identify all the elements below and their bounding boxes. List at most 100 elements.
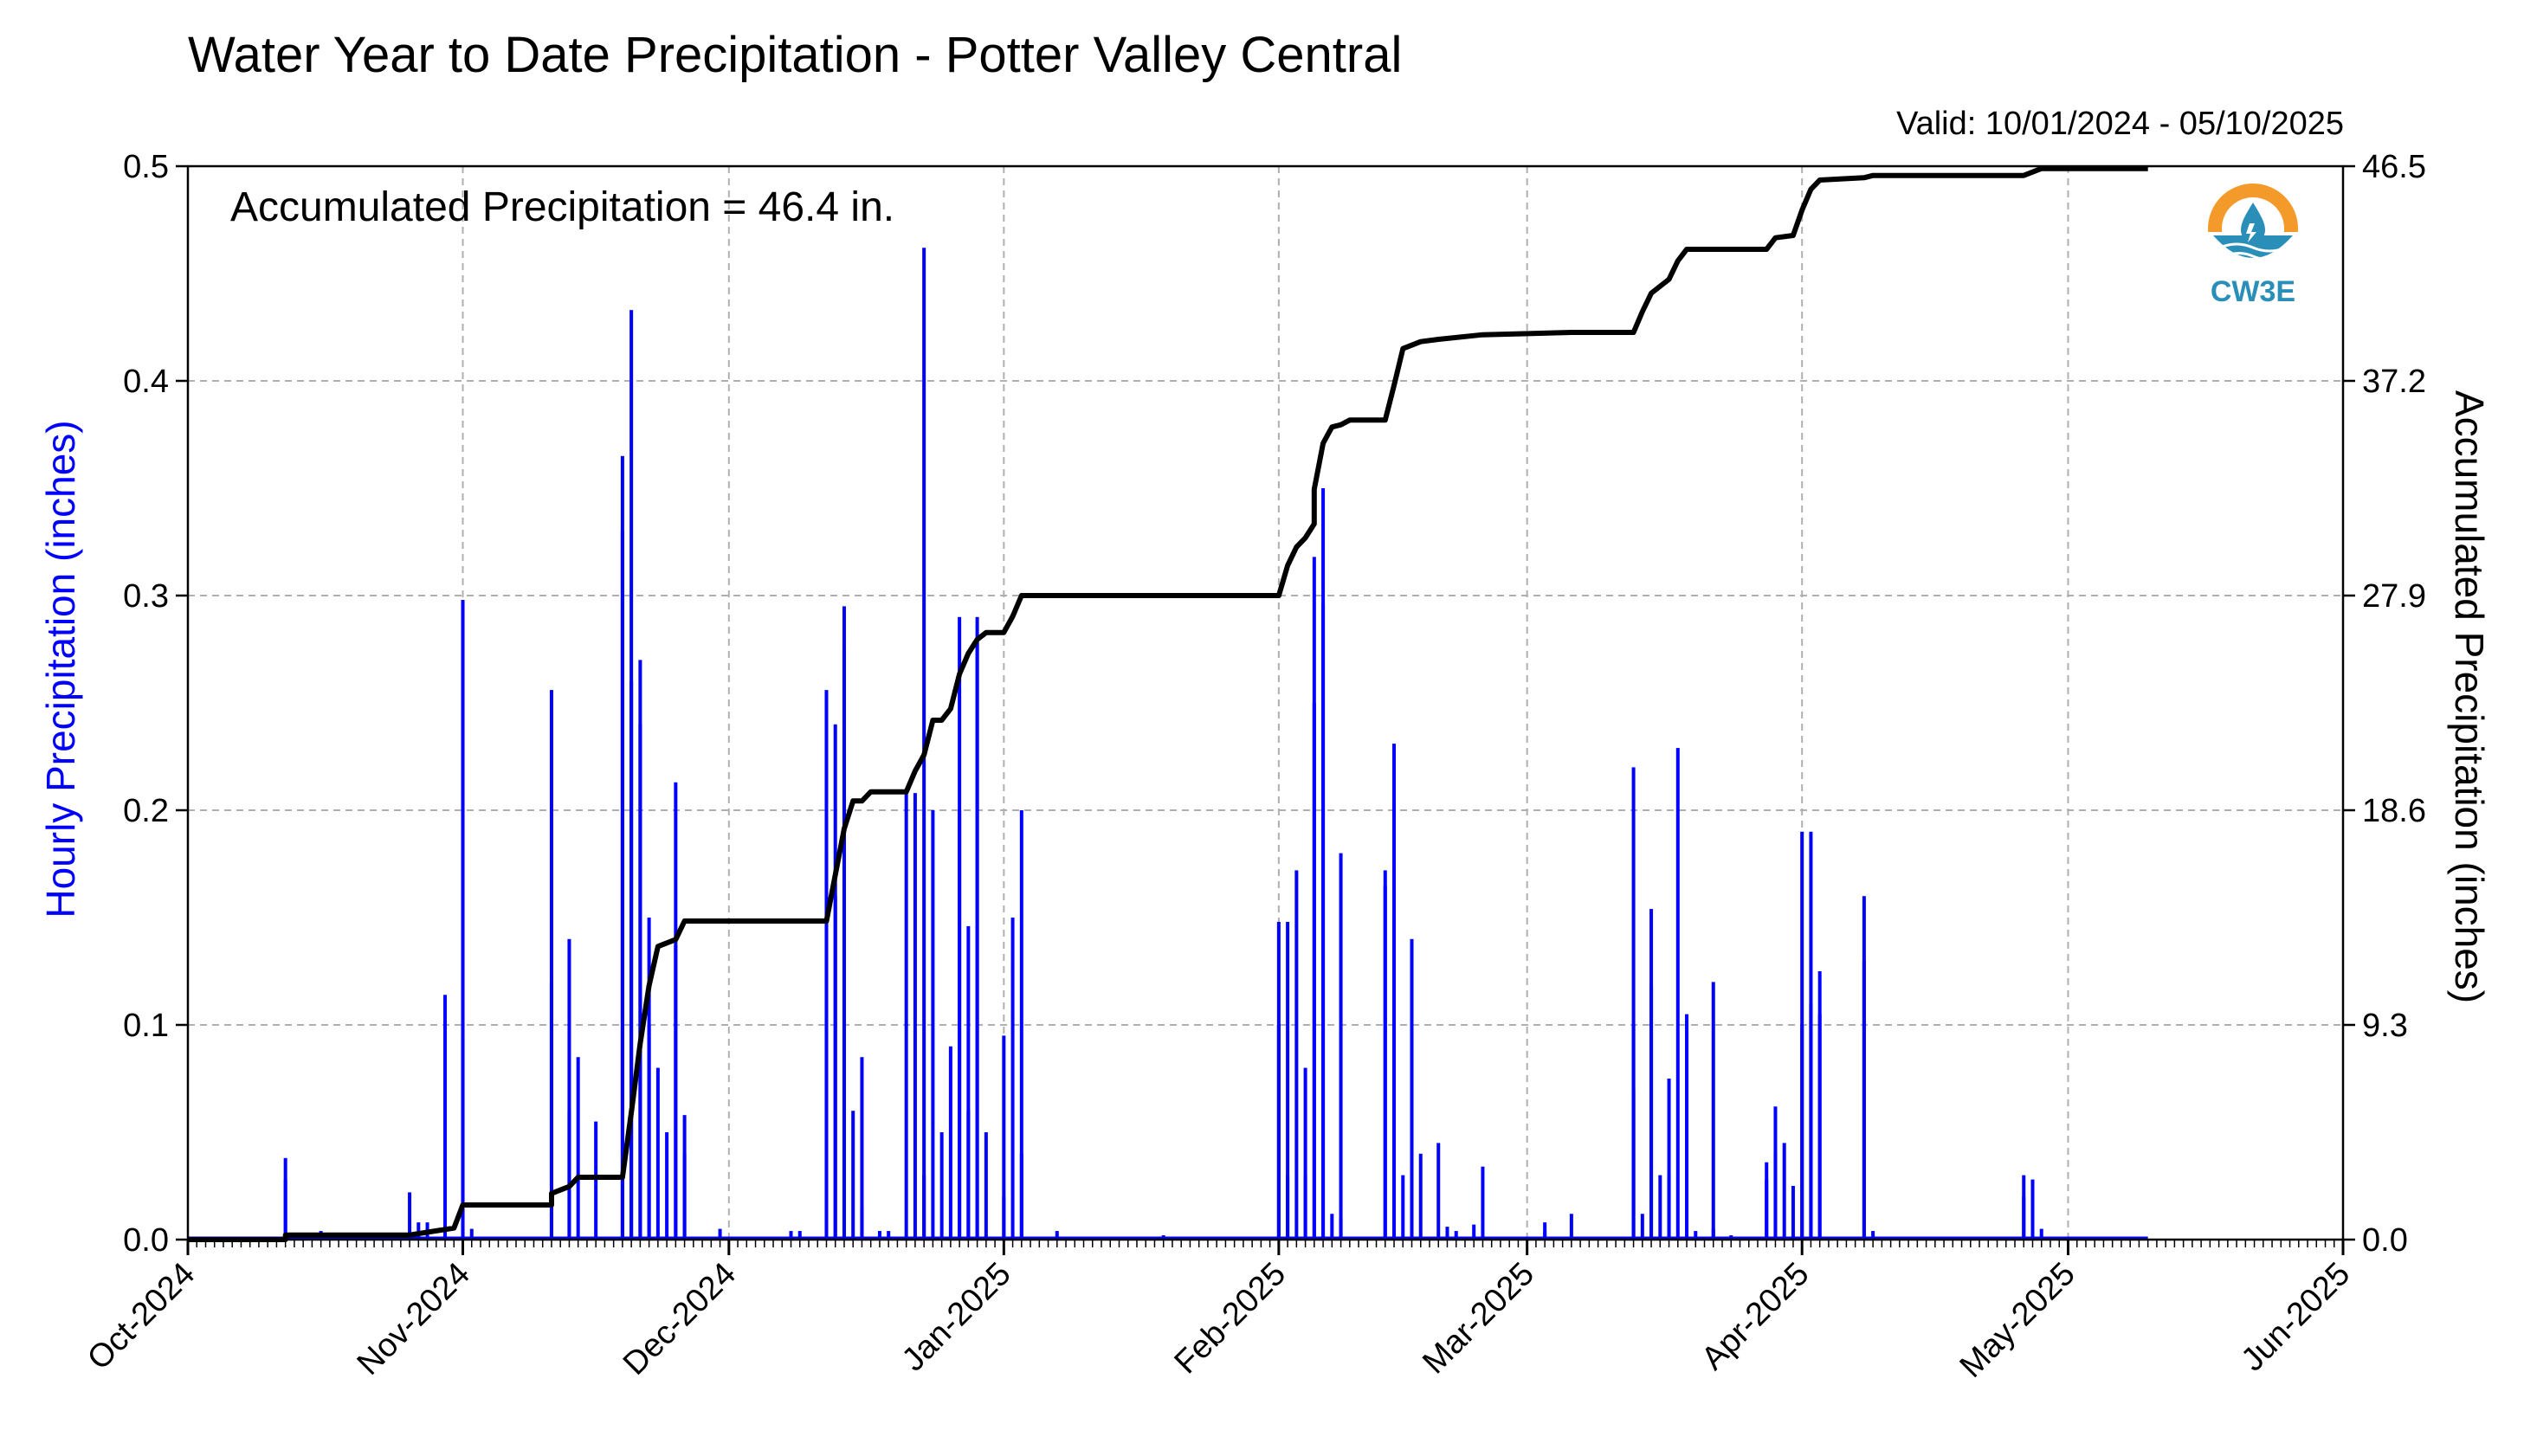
hourly-precip-bar: [1472, 1224, 1476, 1240]
hourly-precip-bar: [1631, 1089, 1636, 1240]
hourly-precip-bar: [638, 724, 642, 1240]
right-y-tick-label: 37.2: [2362, 364, 2426, 400]
left-y-tick-label: 0.4: [123, 364, 169, 400]
right-y-tick-label: 18.6: [2362, 793, 2426, 829]
hourly-precip-bar: [1339, 1218, 1343, 1240]
hourly-precip-bar: [461, 599, 465, 1240]
hourly-precip-bar: [461, 1035, 465, 1240]
hourly-precip-bar: [1675, 748, 1680, 1240]
hourly-precip-bar: [408, 1192, 412, 1240]
hourly-precip-bar: [1401, 1175, 1405, 1240]
hourly-precip-bar: [824, 853, 829, 1240]
hourly-precip-bar: [629, 310, 634, 1240]
plot-frame: [186, 164, 2345, 1241]
hourly-precip-bar: [1286, 1175, 1290, 1240]
x-tick-label: Jun-2025: [2235, 1256, 2358, 1379]
right-y-tick-label: 0.0: [2362, 1222, 2408, 1259]
hourly-precip-bar: [443, 995, 448, 1240]
accumulated-precip-line: [188, 165, 2148, 1242]
hourly-precip-bar: [567, 938, 571, 1240]
hourly-precip-bar: [567, 1111, 571, 1240]
hourly-precip-bar: [922, 248, 926, 1240]
hourly-precip-bar: [1303, 1175, 1307, 1240]
hourly-precip-bar: [2030, 1179, 2035, 1240]
x-tick-label: Nov-2024: [351, 1256, 477, 1382]
left-y-tick-label: 0.2: [123, 793, 169, 829]
hourly-precip-bar: [1294, 870, 1299, 1240]
left-axis-label: Hourly Precipitation (inches): [38, 420, 83, 918]
hourly-precip-bar: [1800, 1025, 1804, 1240]
hourly-precip-bar: [1312, 703, 1316, 1240]
hourly-precip-bar: [1773, 1106, 1778, 1240]
hourly-precip-bar: [1383, 885, 1387, 1240]
hourly-precip-bar: [1002, 1196, 1006, 1240]
hourly-precip-bar: [1286, 921, 1290, 1240]
tick-labels: 0.0 0.1 0.2 0.3 0.4 0.5 0.0 9.3 18.6 27.9 37.2 46.5…: [81, 149, 2426, 1385]
hourly-precip-bar: [594, 1121, 598, 1240]
grid-lines: [188, 166, 2343, 1240]
hourly-precip-bar: [469, 1228, 474, 1240]
hourly-precip-bar: [984, 1132, 988, 1240]
hourly-precip-bar: [1782, 1143, 1786, 1240]
hourly-precip-bar: [1055, 1231, 1059, 1240]
hourly-precip-bar: [655, 1067, 660, 1240]
hourly-precip-bar: [1019, 810, 1023, 1240]
hourly-precip-bar: [576, 1057, 580, 1240]
hourly-precip-bar: [1481, 1166, 1485, 1240]
hourly-precip-bar: [1658, 1175, 1662, 1240]
x-tick-label: May-2025: [1953, 1256, 2082, 1385]
hourly-precip-bar: [1711, 982, 1715, 1240]
hourly-precip-bar: [1791, 1186, 1795, 1240]
hourly-precip-bar: [860, 1207, 864, 1240]
hourly-precip-bar: [975, 638, 979, 1240]
cw3e-logo-text: CW3E: [2210, 275, 2296, 308]
hourly-precip-bar: [887, 1231, 891, 1240]
hourly-precip-bar: [797, 1231, 802, 1240]
hourly-precip-bar: [1436, 1143, 1441, 1240]
hourly-precip-bar: [1410, 938, 1414, 1240]
chart-title: Water Year to Date Precipitation - Potte…: [188, 27, 1403, 83]
hourly-precip-bar: [647, 1025, 651, 1240]
hourly-precip-bar: [682, 1153, 687, 1240]
hourly-precip-bar: [1543, 1231, 1547, 1240]
x-tick-label: Jan-2025: [895, 1256, 1018, 1379]
hourly-precip-bar: [2039, 1228, 2043, 1240]
hourly-precip-bar: [283, 1157, 287, 1240]
hourly-precip-bar: [877, 1231, 881, 1240]
hourly-precip-bar: [1862, 960, 1866, 1240]
hourly-precip-bar: [966, 925, 971, 1240]
hourly-precip-bar: [931, 810, 935, 1240]
hourly-precip-bar: [1631, 767, 1636, 1240]
hourly-precip-bar: [1445, 1227, 1449, 1240]
cw3e-water-drop-logo-icon: [2208, 184, 2298, 274]
hourly-bars: [188, 248, 2148, 1240]
hourly-precip-bar: [1002, 1035, 1006, 1240]
x-tick-label: Apr-2025: [1695, 1256, 1816, 1377]
hourly-precip-bar: [948, 1046, 952, 1240]
hourly-precip-bar: [1711, 1228, 1715, 1240]
accumulated-line-layer: [188, 165, 2148, 1242]
x-tick-label: Mar-2025: [1416, 1256, 1541, 1382]
left-y-tick-label: 0.0: [123, 1222, 169, 1259]
hourly-precip-bar: [1569, 1214, 1573, 1240]
hourly-precip-bar: [1649, 909, 1654, 1240]
hourly-precip-bar: [1871, 1231, 1875, 1240]
hourly-precip-bar: [1809, 831, 1813, 1240]
hourly-precip-bar: [860, 1057, 864, 1240]
hourly-precip-bar: [674, 945, 678, 1240]
right-y-tick-label: 46.5: [2362, 149, 2426, 185]
hourly-precip-bar: [549, 982, 553, 1240]
hourly-precip-bar: [718, 1228, 722, 1240]
hourly-precip-bar: [1454, 1231, 1458, 1240]
valid-date-range: Valid: 10/01/2024 - 05/10/2025: [1896, 106, 2344, 142]
hourly-precip-bar: [913, 793, 917, 1240]
hourly-precip-bar: [789, 1231, 793, 1240]
hourly-precip-bar: [1321, 603, 1326, 1240]
hourly-precip-bar: [833, 724, 837, 1240]
x-tick-label: Feb-2025: [1168, 1256, 1294, 1382]
right-y-tick-label: 9.3: [2362, 1008, 2408, 1044]
hourly-precip-bar: [2022, 1196, 2026, 1240]
axes: [176, 164, 2355, 1255]
hourly-precip-bar: [549, 690, 553, 1240]
